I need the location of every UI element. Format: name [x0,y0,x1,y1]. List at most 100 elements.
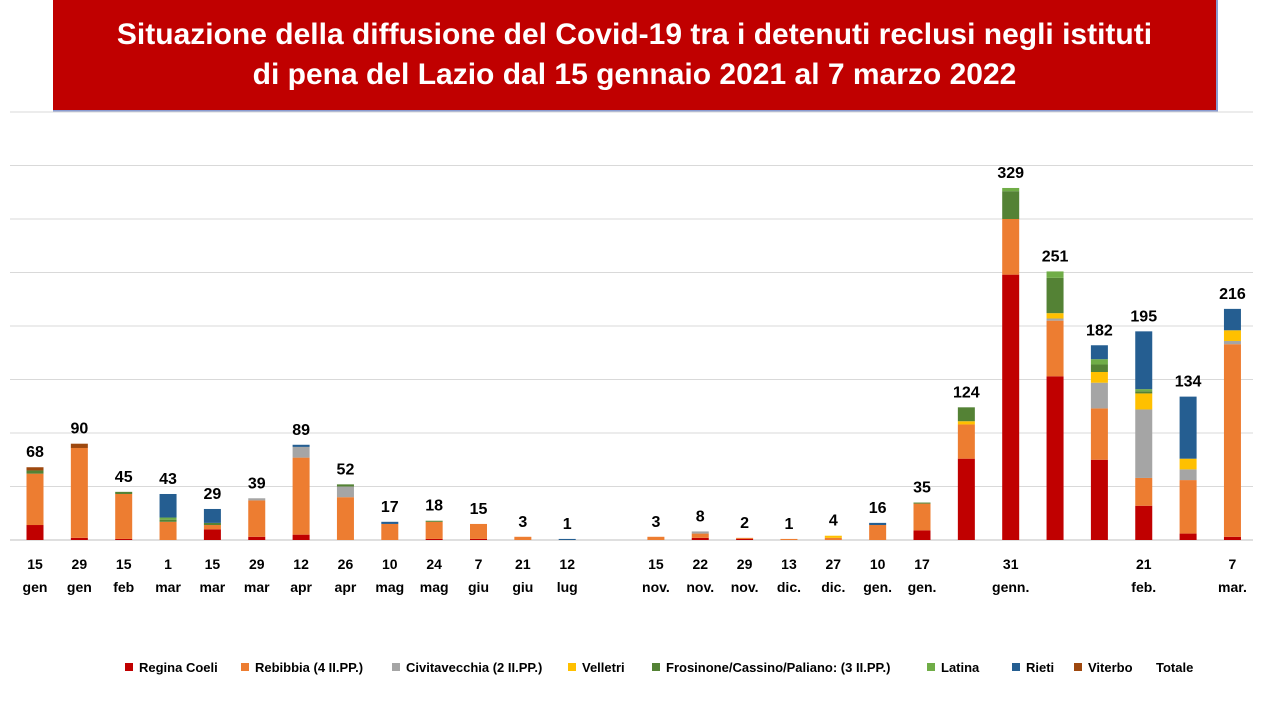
legend-label: Velletri [582,660,625,675]
x-tick-label: mar [244,579,270,595]
bar-segment [736,537,754,539]
x-tick-label: 13 [781,556,797,572]
bar-segment [558,538,576,540]
legend-item: Civitavecchia (2 II.PP.) [392,660,542,675]
bar-segment [248,536,266,540]
x-tick-label: feb [113,579,134,595]
bar-segment [203,522,221,526]
total-label: 1 [784,516,793,533]
total-label: 68 [26,444,44,461]
x-tick-label: dic. [777,579,801,595]
bar-segment [1135,389,1153,392]
x-tick-label: apr [335,579,357,595]
x-tick-label: 26 [338,556,354,572]
bar-segment [336,497,354,540]
legend-item: Velletri [568,660,625,675]
bar-segment [824,535,842,538]
x-tick-label: nov. [642,579,670,595]
legend-swatch [652,663,660,671]
bar-segment [425,520,443,522]
bar-segment [1090,359,1108,365]
bar-segment [159,493,177,518]
bar-segment [470,523,487,539]
x-tick-label: gen. [908,579,937,595]
bar-segment [1223,308,1241,331]
bar-segment [1090,345,1108,360]
bar-segment [336,484,354,487]
total-label: 8 [696,508,705,525]
x-tick-label: dic. [821,579,845,595]
x-tick-label: 22 [692,556,708,572]
stacked-bar-chart: 6815gen9029gen4515feb431mar2915mar3929ma… [10,111,1253,595]
legend-item: Latina [927,660,979,675]
x-tick-label: gen [67,579,92,595]
x-tick-label: mar [200,579,226,595]
total-label: 29 [204,486,222,503]
total-label: 90 [70,421,88,438]
total-label: 2 [740,515,749,532]
bar-segment [336,486,354,498]
x-tick-label: 15 [27,556,43,572]
x-tick-label: 15 [116,556,132,572]
bar-segment [1135,331,1153,390]
bar-segment [1223,536,1241,540]
bar-segment [1179,458,1197,470]
total-label: 4 [829,513,838,530]
x-tick-label: nov. [686,579,714,595]
legend-label: Rebibbia (4 II.PP.) [255,660,364,675]
legend-label: Latina [941,660,980,675]
legend-label: Civitavecchia (2 II.PP.) [406,660,543,675]
chart-title-banner: Situazione della diffusione del Covid-19… [53,0,1218,112]
x-tick-label: 31 [1003,556,1019,572]
bar-segment [824,537,842,540]
legend-swatch [241,663,249,671]
x-tick-label: mar. [1218,579,1247,595]
total-label: 329 [997,165,1024,182]
legend-item: Rieti [1012,660,1054,675]
legend-swatch [1074,663,1082,671]
bar-segment [26,467,44,471]
bar-segment [159,519,177,522]
legend-item: Viterbo [1074,660,1133,675]
bar-segment [159,521,177,540]
bar-segment [381,521,399,524]
legend-swatch [1012,663,1020,671]
chart-title-line-2: di pena del Lazio dal 15 gennaio 2021 al… [252,58,1017,91]
bar-segment [70,443,88,448]
bar-segment [248,498,266,501]
bar-segment [26,470,44,474]
bar-segment [1090,372,1108,383]
bar-segment [203,529,221,540]
bar-segment [115,538,133,540]
bar-segment [1046,313,1064,319]
bar-segment [647,536,665,540]
x-tick-label: giu [512,579,533,595]
legend-swatch [125,663,133,671]
bar-segment [514,536,532,540]
bar-segment [1179,469,1197,481]
bar-segment [470,538,487,540]
x-tick-label: 12 [559,556,575,572]
bar-segment [913,530,931,540]
x-tick-label: 24 [426,556,442,572]
bar-segment [1223,340,1241,345]
x-tick-label: 12 [293,556,309,572]
bar-segment [957,421,975,425]
bar-segment [957,424,975,459]
bar-segment [1135,505,1153,540]
legend-label: Regina Coeli [139,660,218,675]
bar-segment [26,525,44,540]
chart-legend: Regina Coeli Rebibbia (4 II.PP.) Civitavec… [0,660,1280,680]
x-tick-label: 7 [475,556,483,572]
bar-segment [957,458,975,540]
bar-segment [1002,219,1020,275]
bar-segment [1046,376,1064,540]
bar-segment [159,517,177,520]
x-tick-label: mar [155,579,181,595]
x-tick-label: giu [468,579,489,595]
total-label: 134 [1175,374,1202,391]
x-tick-label: 29 [737,556,753,572]
x-tick-label: 10 [870,556,886,572]
x-tick-label: 29 [72,556,88,572]
bar-segment [957,407,975,422]
